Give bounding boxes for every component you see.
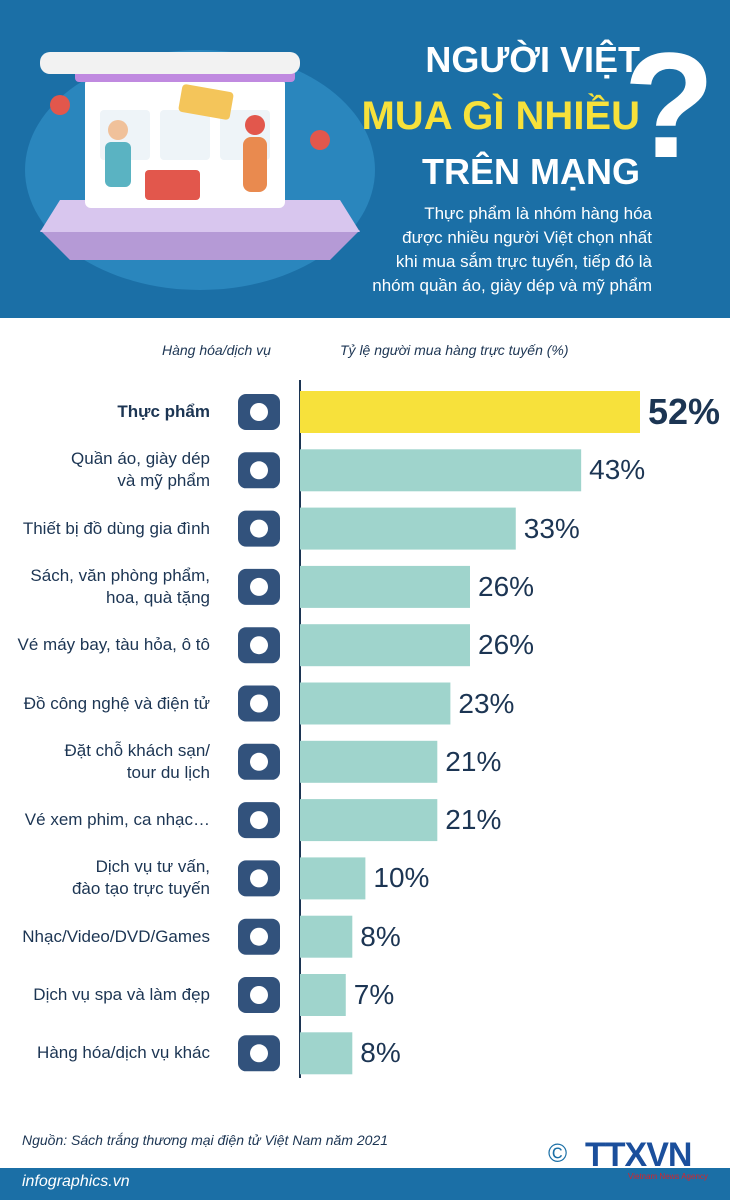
icon-detail xyxy=(250,811,268,830)
footer-band xyxy=(0,1168,730,1200)
icon-detail xyxy=(250,752,268,771)
category-label: Thiết bị đồ dùng gia đình xyxy=(22,518,210,538)
category-icons xyxy=(238,394,280,1072)
value-label: 8% xyxy=(360,920,401,952)
value-label: 8% xyxy=(360,1037,401,1069)
title-mark: ? xyxy=(623,21,715,189)
value-label: 7% xyxy=(353,979,395,1010)
icon-detail xyxy=(250,927,268,946)
bar xyxy=(300,915,353,958)
category-header: Hàng hóa/dịch vụ xyxy=(162,342,271,358)
illustration xyxy=(25,50,375,290)
title-line: TRÊN MẠNG xyxy=(422,151,640,192)
icon-detail xyxy=(250,403,268,421)
bar xyxy=(300,740,438,783)
bar xyxy=(300,857,366,900)
value-label: 23% xyxy=(458,687,515,719)
bar xyxy=(300,799,438,842)
title: NGƯỜI VIỆT MUA GÌ NHIỀU TRÊN MẠNG xyxy=(361,32,640,200)
bar xyxy=(300,565,470,608)
category-label: Dịch vụ spa và làm đẹp xyxy=(33,985,210,1004)
value-label: 33% xyxy=(523,512,580,544)
bar xyxy=(300,449,582,492)
category-label: Nhạc/Video/DVD/Games xyxy=(22,926,210,946)
category-label: Quần áo, giày dép và mỹ phẩm xyxy=(71,449,210,491)
value-label: 26% xyxy=(478,570,535,602)
bar xyxy=(300,1032,353,1075)
subtitle-line: Thực phẩm là nhóm hàng hóa xyxy=(424,204,652,223)
subtitle-line: được nhiều người Việt chọn nhất xyxy=(402,228,652,247)
bar xyxy=(300,974,346,1016)
icon-detail xyxy=(250,461,268,480)
source: Nguồn: Sách trắng thương mại điện tử Việ… xyxy=(22,1132,389,1148)
logo: TTXVN xyxy=(585,1136,692,1174)
category-label: Sách, văn phòng phẩm, hoa, quà tặng xyxy=(30,565,210,607)
value-label: 26% xyxy=(478,629,535,661)
category-label: Hàng hóa/dịch vụ khác xyxy=(37,1043,210,1063)
icon-detail xyxy=(250,986,268,1004)
category-label: Đặt chỗ khách sạn/ tour du lịch xyxy=(64,740,210,782)
value-label: 21% xyxy=(445,745,502,777)
value-label: 43% xyxy=(589,454,646,486)
category-label: Vé xem phim, ca nhạc… xyxy=(24,810,210,830)
value-label: 21% xyxy=(445,804,502,836)
icon-detail xyxy=(250,694,268,713)
icon-detail xyxy=(250,636,268,655)
icon-detail xyxy=(250,519,268,538)
subtitle-line: nhóm quần áo, giày dép và mỹ phẩm xyxy=(372,276,652,295)
bar xyxy=(300,391,640,433)
subtitle-line: khi mua sắm trực tuyến, tiếp đó là xyxy=(395,252,652,271)
category-label: Vé máy bay, tàu hỏa, ô tô xyxy=(17,635,210,655)
category-label: Thực phẩm xyxy=(117,402,210,421)
icon-detail xyxy=(250,869,268,888)
logo-caption: Vietnam News Agency xyxy=(628,1172,708,1181)
value-header: Tỷ lệ người mua hàng trực tuyến (%) xyxy=(340,342,569,358)
subtitle: Thực phẩm là nhóm hàng hóa được nhiều ng… xyxy=(372,202,652,298)
bar xyxy=(300,507,516,550)
category-label: Đồ công nghệ và điện tử xyxy=(23,693,210,713)
website: infographics.vn xyxy=(22,1173,130,1190)
value-label: 10% xyxy=(373,862,430,894)
icon-detail xyxy=(250,1044,268,1063)
bar xyxy=(300,682,451,725)
copyright: © xyxy=(548,1138,568,1168)
category-label: Dịch vụ tư vấn, đào tạo trực tuyến xyxy=(71,857,210,899)
title-line: NGƯỜI VIỆT xyxy=(425,39,640,80)
title-line: MUA GÌ NHIỀU xyxy=(361,94,640,138)
icon-detail xyxy=(250,577,268,596)
bar xyxy=(300,624,470,667)
value-label: 52% xyxy=(648,391,721,432)
